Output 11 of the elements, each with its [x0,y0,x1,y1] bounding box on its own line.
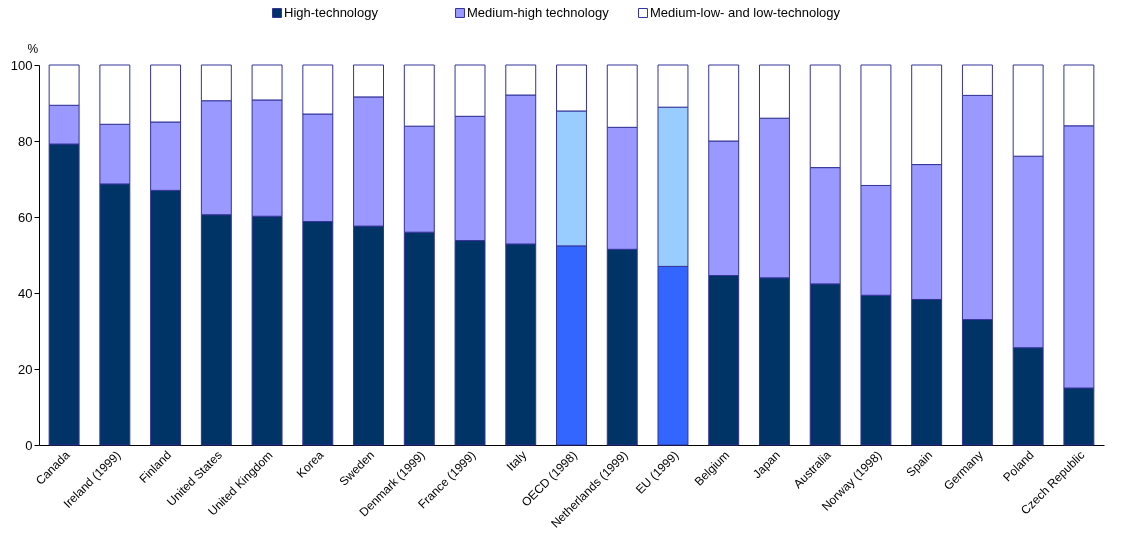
legend-label: High-technology [284,5,379,20]
y-tick-label: 0 [25,437,33,453]
legend-label: Medium-high technology [467,5,610,20]
y-tick-label: 80 [18,133,33,149]
legend-label: Medium-low- and low-technology [650,5,841,20]
x-tick-label: Italy [503,448,530,474]
y-tick-label: 20 [18,361,33,377]
y-tick-label: 100 [10,57,33,73]
y-axis-title: % [27,41,39,56]
y-tick-label: 60 [18,209,33,225]
y-tick-label: 40 [18,285,33,301]
